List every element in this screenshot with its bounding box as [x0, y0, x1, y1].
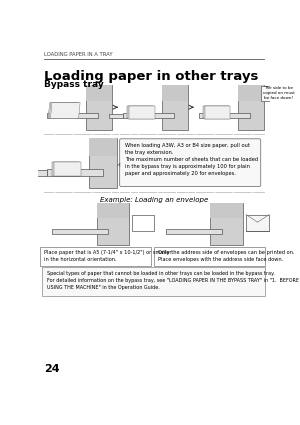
FancyBboxPatch shape [40, 247, 151, 266]
FancyBboxPatch shape [47, 113, 98, 119]
FancyBboxPatch shape [238, 85, 264, 130]
Text: Only the address side of envelopes can be printed on.
Place envelopes with the a: Only the address side of envelopes can b… [158, 250, 294, 262]
Polygon shape [205, 106, 230, 119]
FancyBboxPatch shape [33, 170, 47, 176]
FancyBboxPatch shape [162, 85, 188, 100]
Polygon shape [50, 103, 80, 119]
FancyBboxPatch shape [262, 86, 296, 101]
FancyBboxPatch shape [97, 203, 129, 245]
FancyBboxPatch shape [52, 229, 108, 235]
Text: The side to be
copied on must
be face down!: The side to be copied on must be face do… [263, 86, 294, 100]
FancyBboxPatch shape [132, 215, 154, 231]
FancyBboxPatch shape [42, 267, 266, 296]
Text: 24: 24 [44, 364, 59, 374]
Polygon shape [52, 162, 80, 176]
FancyBboxPatch shape [154, 247, 265, 266]
Text: Loading paper in other trays: Loading paper in other trays [44, 70, 258, 83]
FancyBboxPatch shape [110, 114, 123, 119]
Polygon shape [54, 162, 81, 176]
Polygon shape [129, 106, 154, 119]
FancyBboxPatch shape [211, 203, 243, 245]
Polygon shape [48, 103, 78, 119]
Text: Place paper that is A5 (7-1/4" x 10-1/2") or smaller
in the horizontal orientati: Place paper that is A5 (7-1/4" x 10-1/2"… [44, 250, 171, 262]
FancyBboxPatch shape [166, 229, 222, 235]
FancyBboxPatch shape [211, 203, 243, 218]
FancyBboxPatch shape [238, 85, 264, 100]
Polygon shape [204, 106, 230, 119]
FancyBboxPatch shape [47, 169, 103, 176]
Polygon shape [128, 106, 154, 119]
FancyBboxPatch shape [123, 113, 174, 119]
Polygon shape [127, 106, 153, 119]
FancyBboxPatch shape [120, 139, 261, 187]
FancyBboxPatch shape [162, 85, 188, 130]
FancyBboxPatch shape [86, 85, 112, 130]
Text: LOADING PAPER IN A TRAY: LOADING PAPER IN A TRAY [44, 52, 112, 57]
Polygon shape [53, 162, 80, 176]
Text: Bypass tray: Bypass tray [44, 80, 104, 89]
Polygon shape [203, 106, 229, 119]
FancyBboxPatch shape [97, 203, 129, 218]
FancyBboxPatch shape [89, 138, 117, 188]
Text: When loading A3W, A3 or B4 size paper, pull out
the tray extension.
The maximum : When loading A3W, A3 or B4 size paper, p… [125, 143, 258, 176]
FancyBboxPatch shape [246, 215, 269, 232]
Text: Example: Loading an envelope: Example: Loading an envelope [100, 197, 208, 203]
Polygon shape [49, 103, 79, 119]
FancyBboxPatch shape [199, 113, 250, 119]
Text: Special types of paper that cannot be loaded in other trays can be loaded in the: Special types of paper that cannot be lo… [47, 271, 299, 290]
FancyBboxPatch shape [86, 85, 112, 100]
FancyBboxPatch shape [89, 138, 117, 156]
